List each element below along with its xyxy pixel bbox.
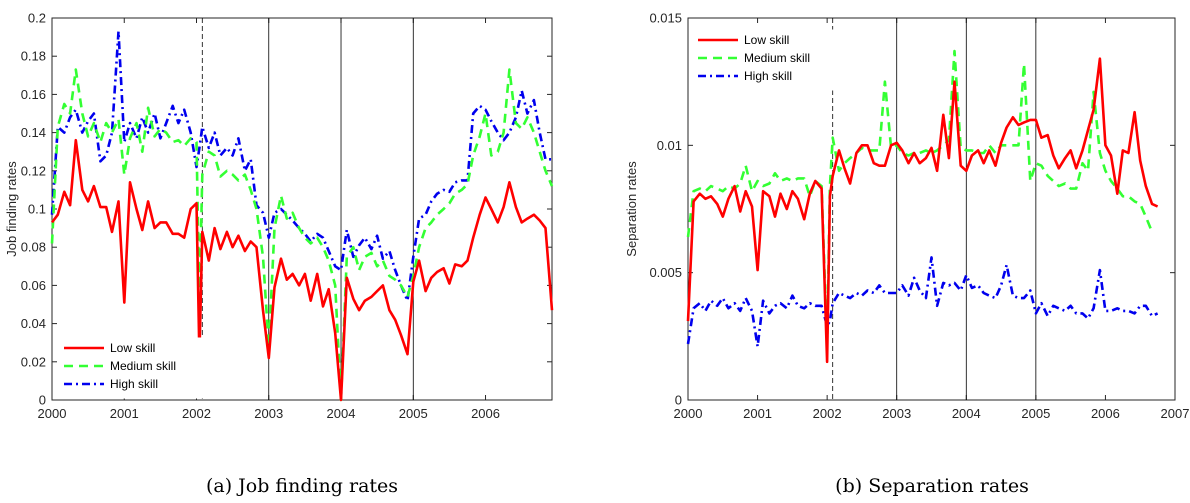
series-line-medium-skill (50, 68, 554, 402)
legend: Low skill Medium skill High skill (57, 337, 209, 399)
axes-box (687, 17, 1176, 401)
x-tick-label: 2004 (952, 406, 981, 421)
series-line-medium-skill (686, 49, 1154, 348)
panel-caption: (a) Job finding rates (206, 475, 398, 497)
y-tick-label: 0.015 (649, 11, 682, 26)
job-finding-panel: 2000 2001 2002 2003 2004 2005 2006 0 0.02 0.04 0.0… (4, 11, 554, 497)
x-tick-label: 2005 (1021, 406, 1050, 421)
y-tick-label: 0.02 (21, 354, 46, 369)
legend: Low skill Medium skill High skill (691, 29, 839, 91)
x-tick-label: 2005 (399, 406, 428, 421)
panel-caption: (b) Separation rates (835, 475, 1029, 497)
x-tick-label: 2001 (743, 406, 772, 421)
legend-label: High skill (110, 377, 158, 391)
x-tick-label: 2001 (110, 406, 139, 421)
series-line-low-skill (686, 57, 1159, 364)
y-tick-label: 0.04 (21, 316, 46, 331)
y-axis-label: Separation rates (624, 161, 639, 257)
x-tick-label: 2007 (1161, 406, 1190, 421)
x-tick-label: 2000 (674, 406, 703, 421)
x-tick-label: 2002 (182, 406, 211, 421)
x-tick-label: 2004 (327, 406, 356, 421)
series-line-low-skill (50, 138, 554, 402)
y-tick-label: 0.12 (21, 163, 46, 178)
y-tick-label: 0.005 (649, 265, 682, 280)
y-tick-label: 0.2 (28, 11, 46, 26)
y-tick-label: 0.08 (21, 240, 46, 255)
y-tick-label: 0.16 (21, 87, 46, 102)
x-tick-label: 2003 (254, 406, 283, 421)
legend-box (57, 337, 209, 399)
legend-label: Medium skill (110, 359, 176, 373)
y-tick-label: 0.14 (21, 125, 46, 140)
x-tick-label: 2006 (1091, 406, 1120, 421)
y-tick-label: 0.18 (21, 49, 46, 64)
legend-label: High skill (744, 69, 792, 83)
x-tick-label: 2002 (813, 406, 842, 421)
x-tick-label: 2000 (38, 406, 67, 421)
y-tick-label: 0 (39, 393, 46, 408)
legend-label: Low skill (744, 33, 789, 47)
y-axis-label: Job finding rates (4, 161, 19, 257)
separation-panel: 2000 2001 2002 2003 2004 2005 2006 2007 0 0.005 0.… (624, 11, 1189, 498)
y-tick-label: 0.01 (657, 138, 682, 153)
y-tick-label: 0.1 (28, 202, 46, 217)
y-tick-label: 0.06 (21, 278, 46, 293)
legend-label: Low skill (110, 341, 155, 355)
y-tick-label: 0 (675, 393, 682, 408)
x-tick-label: 2006 (471, 406, 500, 421)
legend-label: Medium skill (744, 51, 810, 65)
x-tick-label: 2003 (882, 406, 911, 421)
